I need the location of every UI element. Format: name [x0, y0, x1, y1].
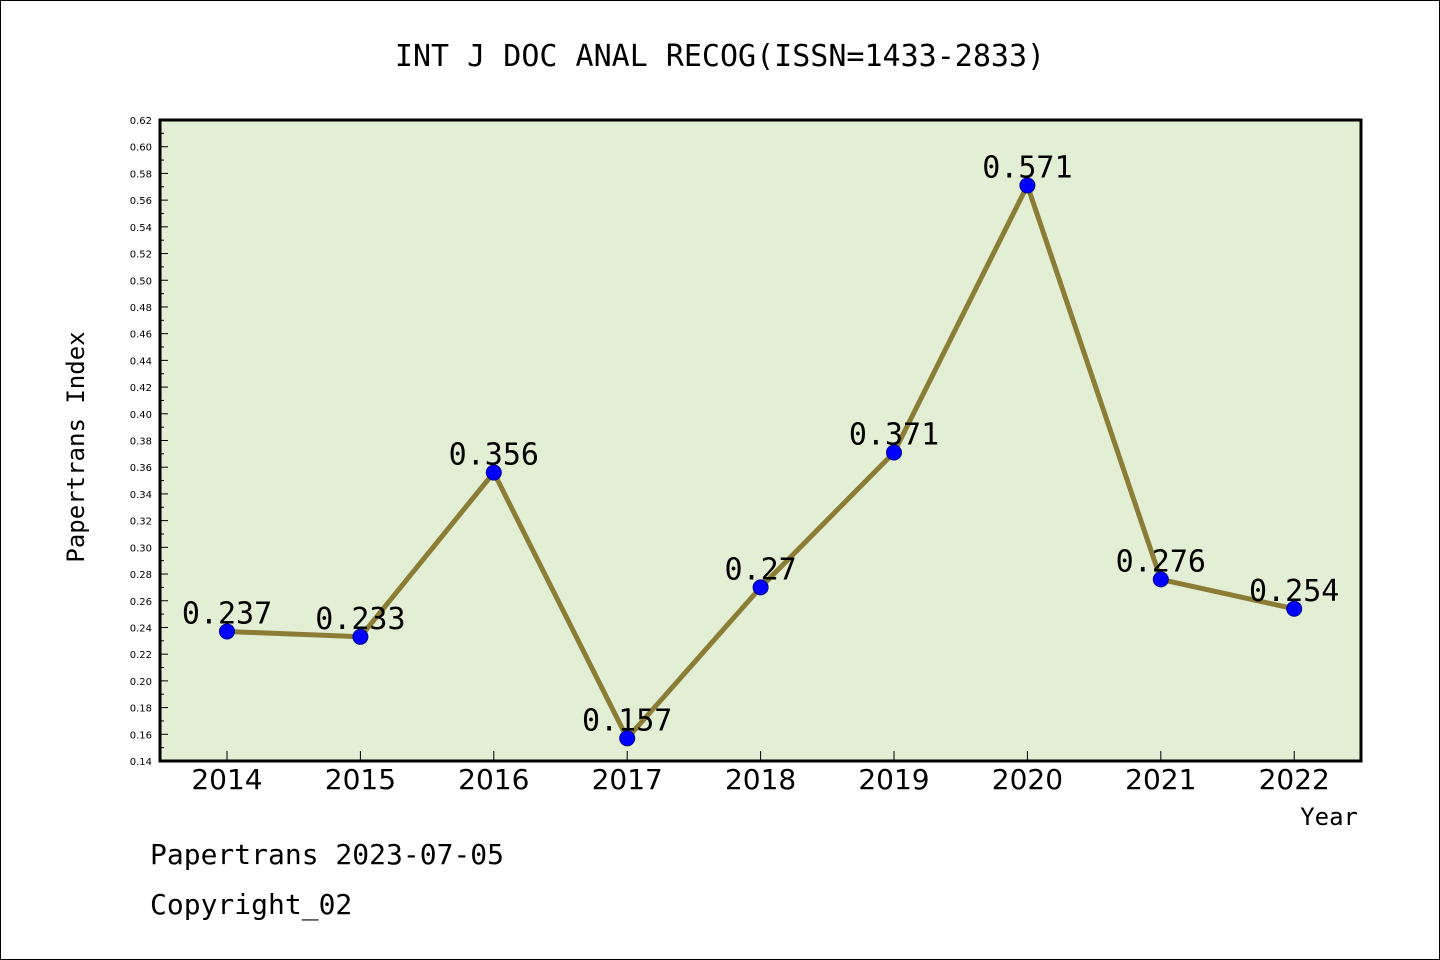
data-point	[1019, 177, 1036, 194]
y-axis: 0.14 0.16 0.18 0.20 0.22 0.24 0.26 0.28 0.30 0.32…	[130, 116, 168, 768]
y-tick-label: 0.46	[130, 330, 152, 341]
data-label: 0.233	[315, 602, 405, 637]
y-axis-label: Papertrans Index	[62, 331, 90, 562]
data-point	[619, 730, 636, 747]
y-tick-label: 0.48	[130, 303, 152, 314]
x-tick-label: 2018	[725, 763, 796, 796]
y-tick-label: 0.26	[130, 597, 152, 608]
y-tick-label: 0.58	[130, 169, 152, 180]
x-tick-label: 2019	[858, 763, 929, 796]
data-point	[352, 628, 369, 645]
x-tick-label: 2015	[325, 763, 396, 796]
x-tick-label: 2020	[992, 763, 1063, 796]
y-tick-label: 0.32	[130, 517, 152, 528]
y-tick-label: 0.42	[130, 383, 152, 394]
x-axis-label: Year	[1300, 803, 1358, 831]
x-tick-label: 2014	[191, 763, 262, 796]
data-point	[485, 464, 502, 481]
y-tick-label: 0.30	[130, 543, 152, 554]
y-tick-label: 0.60	[130, 143, 152, 154]
y-tick-label: 0.14	[130, 757, 152, 768]
x-axis: 2014 2015 2016 2017 2018 2019 2020 2021 2022	[191, 751, 1330, 796]
footer-copyright: Copyright_02	[150, 888, 352, 922]
chart-title: INT J DOC ANAL RECOG(ISSN=1433-2833)	[395, 39, 1045, 74]
data-point	[1286, 600, 1303, 617]
footer-date: Papertrans 2023-07-05	[150, 838, 504, 871]
x-tick-label: 2017	[592, 763, 663, 796]
data-labels: 0.237 0.233 0.356 0.157 0.27 0.371 0.571 0.276 0…	[182, 150, 1340, 738]
data-label: 0.27	[724, 552, 796, 587]
y-tick-label: 0.40	[130, 410, 152, 421]
y-tick-label: 0.44	[130, 356, 152, 367]
y-tick-label: 0.56	[130, 196, 152, 207]
data-label: 0.371	[849, 418, 939, 453]
x-tick-label: 2022	[1259, 763, 1330, 796]
y-tick-label: 0.16	[130, 730, 152, 741]
data-point	[752, 579, 769, 596]
series-line	[219, 177, 1303, 747]
data-label: 0.157	[582, 703, 672, 738]
y-tick-label: 0.22	[130, 650, 152, 661]
y-tick-label: 0.62	[130, 116, 152, 127]
y-tick-label: 0.54	[130, 223, 152, 234]
data-label: 0.254	[1249, 574, 1339, 609]
y-tick-label: 0.18	[130, 704, 152, 715]
data-label: 0.237	[182, 596, 272, 631]
plot-area	[160, 120, 1361, 761]
y-tick-label: 0.34	[130, 490, 152, 501]
x-tick-label: 2021	[1125, 763, 1196, 796]
y-tick-label: 0.20	[130, 677, 152, 688]
data-point	[1152, 571, 1169, 588]
data-label: 0.571	[982, 150, 1072, 185]
x-tick-label: 2016	[458, 763, 529, 796]
y-tick-label: 0.24	[130, 623, 152, 634]
y-tick-label: 0.38	[130, 437, 152, 448]
y-tick-label: 0.50	[130, 276, 152, 287]
y-tick-label: 0.28	[130, 570, 152, 581]
data-point	[886, 444, 902, 461]
data-label: 0.356	[449, 438, 539, 473]
y-tick-label: 0.36	[130, 463, 152, 474]
data-label: 0.276	[1116, 544, 1206, 579]
data-point	[219, 623, 235, 640]
plot-border	[158, 118, 1363, 763]
y-tick-label: 0.52	[130, 250, 152, 261]
